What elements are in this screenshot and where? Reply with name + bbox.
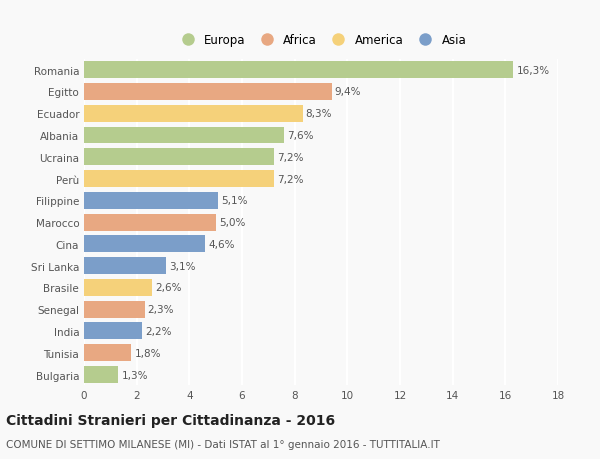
Text: Cittadini Stranieri per Cittadinanza - 2016: Cittadini Stranieri per Cittadinanza - 2… [6,414,335,428]
Text: 5,0%: 5,0% [219,218,245,228]
Bar [84,301,145,318]
Text: 7,6%: 7,6% [287,131,314,141]
Bar [84,323,142,340]
Text: 7,2%: 7,2% [277,174,303,184]
Legend: Europa, Africa, America, Asia: Europa, Africa, America, Asia [171,30,471,52]
Text: 1,8%: 1,8% [134,348,161,358]
Bar [84,84,332,101]
Bar [84,345,131,361]
Bar [84,192,218,209]
Text: 2,6%: 2,6% [155,283,182,293]
Text: 9,4%: 9,4% [335,87,361,97]
Bar [84,62,513,79]
Text: 3,1%: 3,1% [169,261,195,271]
Bar [84,366,118,383]
Text: COMUNE DI SETTIMO MILANESE (MI) - Dati ISTAT al 1° gennaio 2016 - TUTTITALIA.IT: COMUNE DI SETTIMO MILANESE (MI) - Dati I… [6,440,440,449]
Text: 8,3%: 8,3% [306,109,332,119]
Bar [84,280,152,296]
Bar [84,149,274,166]
Text: 16,3%: 16,3% [517,66,550,76]
Bar [84,236,205,253]
Text: 4,6%: 4,6% [208,239,235,249]
Text: 1,3%: 1,3% [121,369,148,380]
Text: 2,2%: 2,2% [145,326,172,336]
Bar [84,257,166,274]
Bar [84,171,274,188]
Text: 2,3%: 2,3% [148,304,174,314]
Bar [84,106,302,123]
Text: 7,2%: 7,2% [277,152,303,162]
Text: 5,1%: 5,1% [221,196,248,206]
Bar [84,127,284,144]
Bar [84,214,215,231]
